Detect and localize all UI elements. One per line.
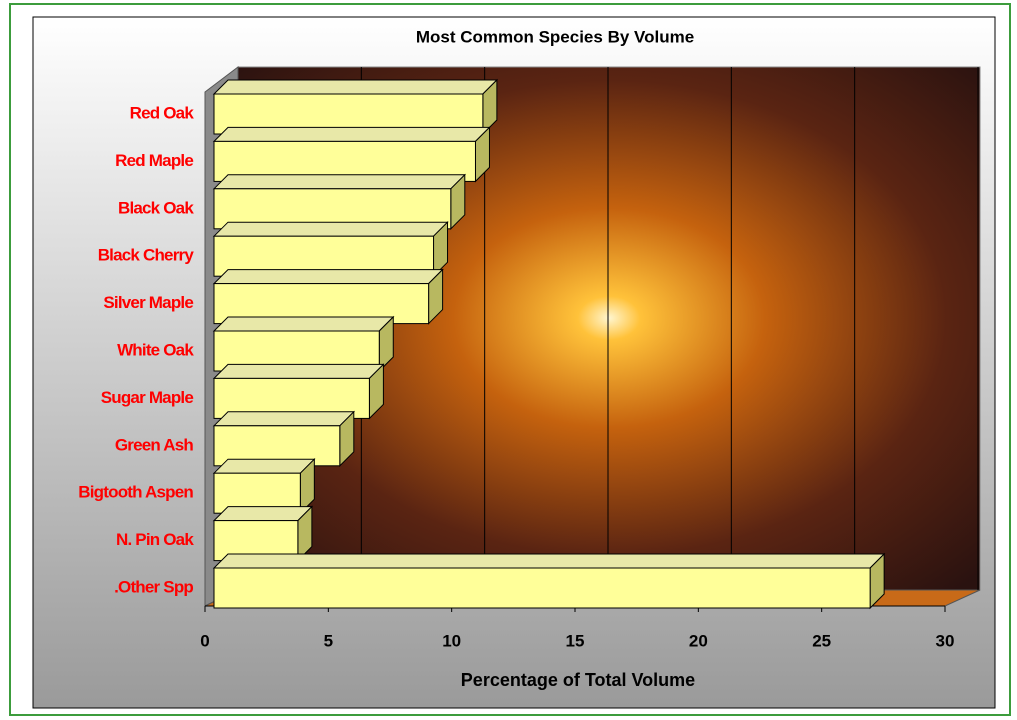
- bar-top: [214, 412, 354, 426]
- x-tick-label: 10: [442, 631, 461, 650]
- x-tick-label: 30: [936, 631, 955, 650]
- chart: Most Common Species By Volume Percentage…: [0, 0, 1017, 720]
- bar-top: [214, 317, 393, 331]
- y-tick-label: Black Oak: [118, 198, 194, 217]
- y-tick-label: .Other Spp: [114, 577, 193, 596]
- y-tick-label: Red Oak: [130, 103, 195, 122]
- bar-top: [214, 222, 448, 236]
- y-tick-label: Silver Maple: [103, 293, 193, 312]
- x-axis-title: Percentage of Total Volume: [461, 670, 695, 690]
- bar-top: [214, 554, 884, 568]
- bar-top: [214, 364, 383, 378]
- x-tick-label: 20: [689, 631, 708, 650]
- bar-top: [214, 507, 312, 521]
- x-tick-label: 15: [566, 631, 585, 650]
- bar-top: [214, 175, 465, 189]
- bar-top: [214, 80, 497, 94]
- bar-top: [214, 270, 443, 284]
- y-tick-label: Black Cherry: [98, 246, 195, 265]
- y-tick-label: N. Pin Oak: [116, 530, 194, 549]
- bar-top: [214, 127, 489, 141]
- y-tick-label: Sugar Maple: [101, 388, 194, 407]
- chart-title: Most Common Species By Volume: [416, 27, 694, 46]
- y-tick-label: White Oak: [117, 340, 194, 359]
- y-tick-label: Green Ash: [115, 435, 194, 454]
- bar: [214, 568, 870, 608]
- y-tick-label: Bigtooth Aspen: [78, 483, 193, 502]
- x-tick-label: 0: [200, 631, 209, 650]
- bar-top: [214, 459, 314, 473]
- x-tick-label: 25: [812, 631, 831, 650]
- x-tick-label: 5: [324, 631, 333, 650]
- y-tick-label: Red Maple: [115, 151, 193, 170]
